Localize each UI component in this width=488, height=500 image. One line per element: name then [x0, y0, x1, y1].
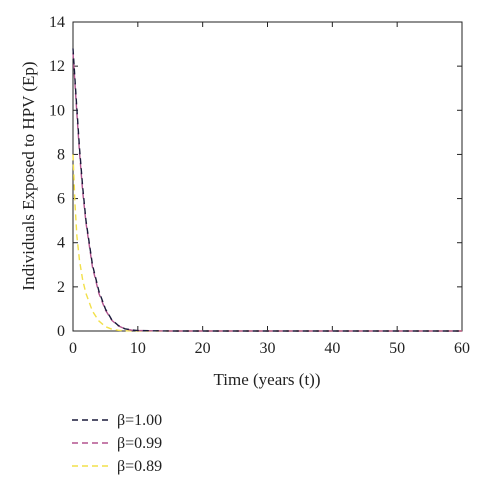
- x-tick-label: 10: [130, 340, 146, 357]
- legend: β=1.00 β=0.99 β=0.89: [72, 412, 162, 475]
- plot-area: 0 10 20 30 40 50 60 0 2 4 6 8 10 12 14: [49, 14, 470, 357]
- series-line-3: [72, 154, 462, 332]
- legend-label-1: β=1.00: [117, 412, 162, 429]
- y-tick-label: 8: [57, 146, 65, 163]
- y-tick-label: 6: [57, 191, 65, 208]
- legend-label-3: β=0.89: [117, 458, 162, 475]
- plot-frame: [72, 21, 463, 332]
- x-axis-label: Time (years (t)): [213, 370, 320, 389]
- y-tick-label: 4: [57, 235, 65, 252]
- y-tick-label: 14: [49, 14, 65, 31]
- y-tick-label: 0: [57, 323, 65, 340]
- x-tick-label: 20: [195, 340, 211, 357]
- legend-label-2: β=0.99: [117, 435, 162, 452]
- y-tick-label: 10: [49, 102, 65, 119]
- x-tick-label: 30: [260, 340, 276, 357]
- y-tick-label: 12: [49, 58, 65, 75]
- x-tick-label: 60: [454, 340, 470, 357]
- x-tick-label: 0: [69, 340, 77, 357]
- x-tick-label: 40: [324, 340, 340, 357]
- y-tick-label: 2: [57, 279, 65, 296]
- y-axis-label: Individuals Exposed to HPV (Ep): [19, 61, 38, 290]
- series-line-2: [72, 52, 462, 332]
- x-tick-label: 50: [389, 340, 405, 357]
- series-line-1: [72, 48, 462, 332]
